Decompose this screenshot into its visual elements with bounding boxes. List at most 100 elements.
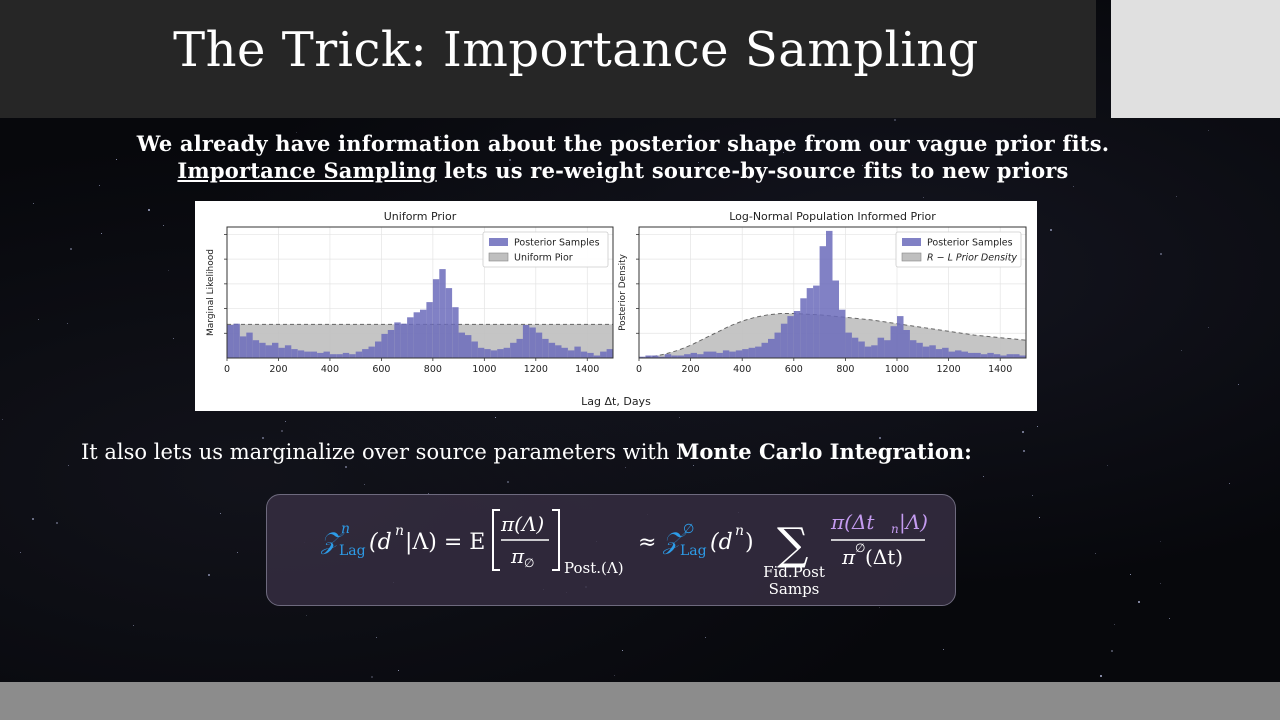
histogram-bar	[716, 352, 723, 358]
histogram-bar	[1000, 355, 1007, 358]
eq-rhs-args: (d	[710, 530, 733, 555]
eq-num2-close: |Λ)	[899, 510, 928, 535]
legend-swatch-posterior	[489, 238, 508, 246]
eq-num2: π(Δt	[830, 510, 875, 534]
star	[381, 172, 382, 173]
chart-title: Log-Normal Population Informed Prior	[729, 210, 936, 223]
eq-approx: ≈	[638, 530, 656, 555]
histogram-bar	[574, 346, 581, 358]
histogram-bar	[826, 230, 833, 358]
histogram-bar	[471, 341, 478, 358]
mc-text-prefix: It also lets us marginalize over source …	[81, 440, 677, 464]
star	[208, 574, 210, 576]
histogram-bar	[445, 288, 453, 358]
histogram-bar	[677, 355, 685, 358]
histogram-bar	[561, 347, 568, 358]
star	[1022, 431, 1024, 433]
star	[2, 419, 3, 420]
histogram-bar	[890, 326, 897, 358]
histogram-bar	[323, 351, 330, 358]
histogram-bar	[465, 335, 472, 358]
star	[1114, 624, 1115, 625]
histogram-bar	[735, 350, 743, 358]
star	[698, 162, 699, 163]
x-tick-label: 1200	[937, 364, 961, 375]
x-tick-label: 800	[836, 364, 854, 375]
legend-swatch-prior	[488, 252, 509, 262]
star	[398, 670, 399, 671]
importance-sampling-link[interactable]: Importance Sampling	[177, 158, 437, 183]
histogram-bar	[729, 351, 736, 358]
histogram-bar	[664, 354, 672, 358]
histogram-bar	[452, 307, 459, 358]
star	[220, 513, 221, 514]
star	[622, 650, 623, 651]
histogram-bar	[490, 350, 498, 358]
histogram-bar	[368, 346, 375, 358]
eq-z-lhs-sup: n	[341, 521, 350, 537]
star	[376, 637, 377, 638]
histogram-bar	[394, 322, 401, 358]
histogram-bar	[265, 345, 272, 358]
histogram-bar	[742, 349, 749, 358]
histogram-bar	[987, 352, 994, 358]
histogram-bar	[800, 298, 807, 358]
x-tick-label: 0	[224, 364, 230, 375]
histogram-bar	[484, 349, 491, 358]
star	[70, 248, 72, 250]
mc-text-bold: Monte Carlo Integration:	[676, 439, 972, 464]
histogram-bar	[845, 332, 852, 358]
star	[495, 417, 496, 418]
histogram-bar	[516, 338, 523, 358]
star	[1039, 141, 1041, 143]
star	[1138, 601, 1140, 603]
star	[1208, 327, 1209, 328]
histogram-bar	[858, 341, 865, 358]
star	[364, 484, 365, 485]
histogram-bar	[684, 354, 691, 358]
star	[509, 159, 511, 161]
histogram-bar	[548, 342, 556, 358]
histogram-bar	[510, 342, 517, 358]
histogram-bar	[1019, 355, 1026, 358]
star	[345, 466, 347, 468]
histogram-bar	[748, 347, 756, 358]
histogram-bar	[239, 336, 247, 358]
eq-den1-sub: ∅	[524, 556, 534, 570]
figure-x-axis-label: Lag Δt, Days	[581, 395, 651, 408]
star	[99, 185, 100, 186]
histogram-bar	[722, 350, 730, 358]
star	[116, 159, 117, 160]
histogram-bar	[227, 325, 234, 358]
histogram-bar	[697, 354, 704, 358]
star	[783, 152, 784, 153]
histogram-bar	[413, 312, 420, 358]
histogram-bar	[864, 346, 872, 358]
equation-box: 𝒵 n Lag (d n |Λ) = E π(Λ) π ∅ Post.(Λ) ≈…	[266, 494, 956, 606]
legend-label-prior: Uniform Pior	[514, 253, 573, 264]
star	[156, 142, 157, 143]
x-tick-label: 1000	[472, 364, 496, 375]
axes-frame	[226, 226, 614, 359]
histogram-bar	[600, 351, 607, 358]
histogram-bar	[252, 340, 260, 358]
histogram-bar	[909, 340, 917, 358]
eq-lhs-args: (d	[369, 530, 392, 555]
star	[173, 338, 174, 339]
histogram-bar	[580, 351, 588, 358]
x-tick-label: 400	[733, 364, 751, 375]
histogram-bar	[458, 332, 465, 358]
star	[1111, 650, 1113, 652]
x-tick-label: 600	[372, 364, 390, 375]
histogram-bar	[349, 354, 356, 358]
axes-frame	[638, 226, 1027, 359]
star	[1023, 450, 1025, 452]
y-axis-label: Marginal Likelihood	[206, 249, 216, 336]
histogram-bar	[317, 352, 324, 358]
eq-sum-sub-2: Samps	[769, 580, 820, 598]
histogram-bar	[651, 355, 659, 358]
histogram-bar	[703, 351, 710, 358]
histogram-bar	[1013, 354, 1020, 358]
star	[371, 676, 373, 678]
histogram-bar	[407, 317, 414, 358]
